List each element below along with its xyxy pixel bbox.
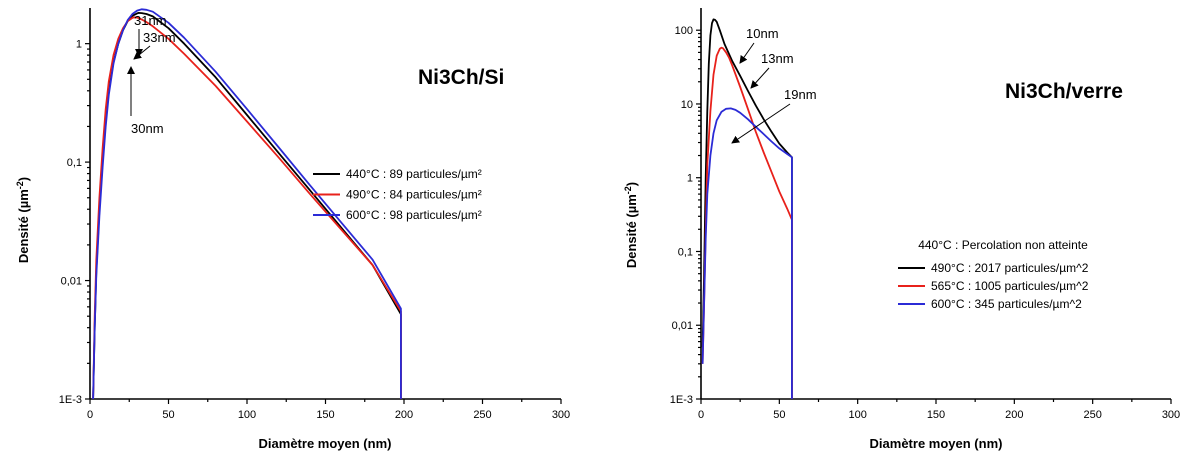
x-tick-label: 0 [87, 409, 93, 421]
x-tick-label: 150 [927, 409, 945, 421]
series-line-2 [701, 46, 793, 399]
series-line-3 [92, 8, 402, 400]
x-axis-title: Diamètre moyen (nm) [259, 436, 392, 451]
legend-entry: 490°C : 2017 particules/µm^2 [931, 261, 1089, 275]
y-tick-label: 1 [76, 39, 82, 51]
legend-entry: 600°C : 345 particules/µm^2 [931, 297, 1082, 311]
y-axis-title: Densité (µm-2) [15, 177, 31, 263]
y-tick-label: 1E-3 [670, 394, 693, 406]
legend: 440°C : 89 particules/µm² 490°C : 84 part… [313, 167, 482, 222]
legend-entry: 440°C : 89 particules/µm² [346, 167, 482, 181]
x-tick-label: 50 [773, 409, 785, 421]
x-tick-label: 100 [238, 409, 256, 421]
y-tick-label: 1E-3 [59, 394, 82, 406]
legend-entry: 490°C : 84 particules/µm² [346, 188, 482, 202]
y-axis-title-superscript: -2 [15, 181, 25, 189]
legend-entry: 565°C : 1005 particules/µm^2 [931, 279, 1089, 293]
x-tick-label: 250 [473, 409, 491, 421]
legend-entry: 600°C : 98 particules/µm² [346, 208, 482, 222]
x-tick-label: 300 [552, 409, 570, 421]
annotation-arrow [133, 45, 151, 60]
x-tick-label: 250 [1083, 409, 1101, 421]
x-tick-label: 200 [1005, 409, 1023, 421]
legend-note: 440°C : Percolation non atteinte [918, 238, 1088, 252]
chart-panel-ni3ch-si: Ni3Ch/Si Diamètre moyen (nm) Densité (µm… [15, 8, 570, 451]
annotation-label: 10nm [746, 26, 779, 41]
legend: 440°C : Percolation non atteinte 490°C : … [898, 238, 1089, 311]
y-axis-title-main: Densité (µm [16, 189, 31, 263]
annotation-label: 30nm [131, 121, 164, 136]
y-axis-title: Densité (µm-2) [623, 182, 639, 268]
annotation-label: 33nm [143, 30, 176, 45]
annotation-label: 31nm [134, 13, 167, 28]
y-axis-title-superscript: -2 [623, 186, 633, 194]
panel-title: Ni3Ch/verre [1005, 80, 1123, 103]
series-line-3 [701, 107, 793, 399]
y-axis-title-close: ) [624, 182, 639, 186]
x-tick-label: 100 [848, 409, 866, 421]
y-tick-label: 0,01 [672, 320, 693, 332]
x-tick-label: 300 [1162, 409, 1180, 421]
series-line-1 [701, 18, 793, 399]
annotation-arrow [750, 67, 770, 89]
y-tick-label: 0,01 [61, 276, 82, 288]
chart-panel-ni3ch-verre: Ni3Ch/verre Diamètre moyen (nm) Densité … [623, 8, 1180, 451]
annotation-arrow [731, 103, 791, 144]
y-axis-title-close: ) [16, 177, 31, 181]
y-axis-title-main: Densité (µm [624, 194, 639, 268]
x-tick-label: 150 [316, 409, 334, 421]
y-tick-label: 100 [675, 25, 693, 37]
y-tick-label: 0,1 [67, 157, 82, 169]
y-tick-label: 10 [681, 99, 693, 111]
x-axis-title: Diamètre moyen (nm) [870, 436, 1003, 451]
series-line-1 [92, 12, 402, 400]
x-tick-label: 0 [698, 409, 704, 421]
x-tick-label: 200 [395, 409, 413, 421]
annotation-label: 13nm [761, 51, 794, 66]
y-tick-label: 1 [687, 173, 693, 185]
annotation-arrow [739, 42, 755, 64]
panel-title: Ni3Ch/Si [418, 66, 504, 89]
series-line-2 [92, 16, 402, 400]
y-tick-label: 0,1 [678, 246, 693, 258]
x-tick-label: 50 [162, 409, 174, 421]
annotation-label: 19nm [784, 87, 817, 102]
